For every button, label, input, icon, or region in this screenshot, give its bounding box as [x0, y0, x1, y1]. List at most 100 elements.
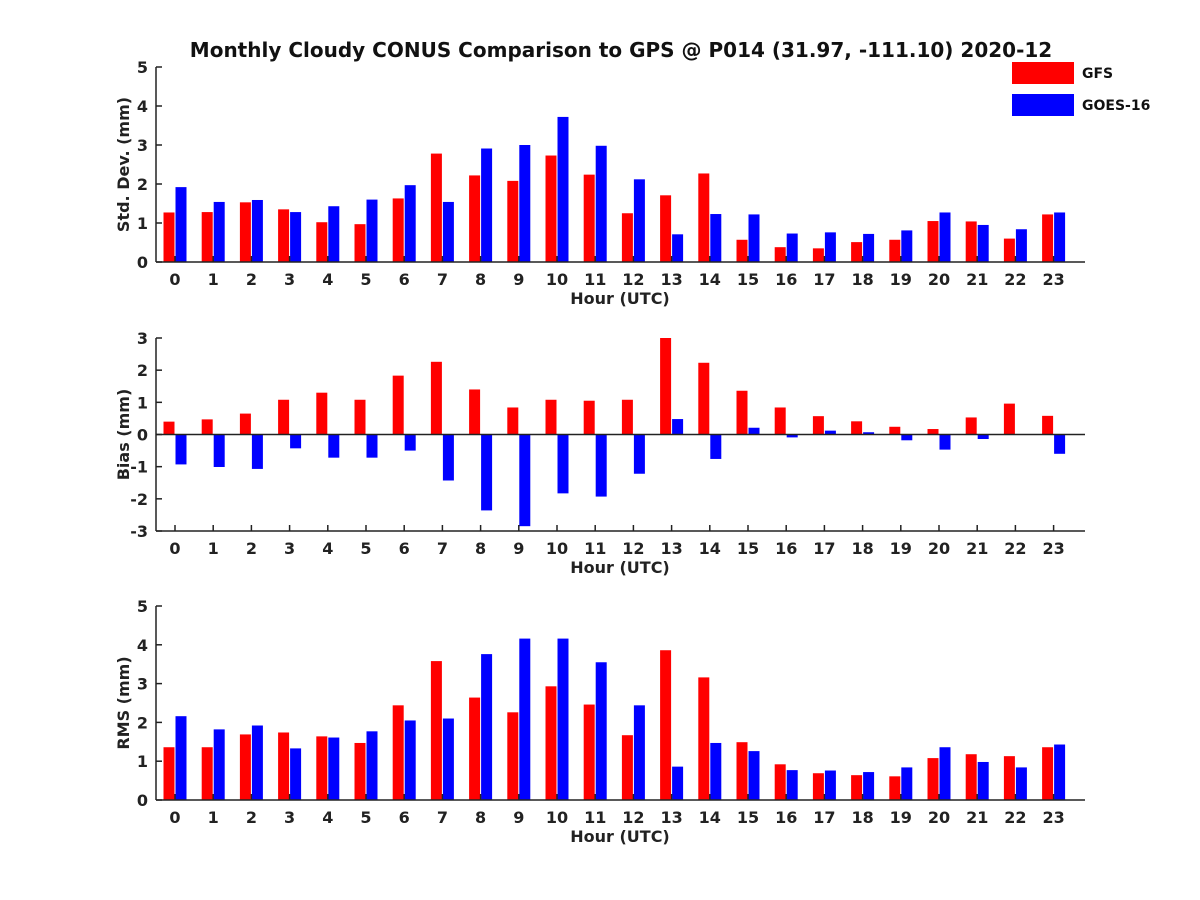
- bar-gfs-4: [316, 222, 328, 262]
- x-tick-label: 0: [169, 539, 180, 558]
- bar-goes-16-6: [404, 434, 416, 451]
- bar-gfs-1: [201, 212, 213, 262]
- x-tick-label: 12: [622, 808, 644, 827]
- x-tick-label: 15: [737, 539, 759, 558]
- bar-goes-16-13: [672, 419, 684, 435]
- bar-gfs-12: [621, 399, 633, 435]
- x-tick-label: 19: [890, 270, 912, 289]
- bar-goes-16-21: [977, 224, 989, 262]
- x-tick-label: 12: [622, 539, 644, 558]
- bar-goes-16-21: [977, 434, 989, 440]
- x-tick-label: 6: [399, 270, 410, 289]
- bar-gfs-8: [469, 175, 481, 262]
- bar-gfs-23: [1042, 415, 1054, 435]
- x-tick-label: 23: [1042, 270, 1064, 289]
- y-tick-label: 4: [137, 636, 148, 655]
- bar-gfs-7: [430, 661, 442, 800]
- x-tick-label: 6: [399, 808, 410, 827]
- bar-gfs-3: [278, 732, 290, 800]
- x-tick-label: 10: [546, 808, 568, 827]
- bar-goes-16-10: [557, 638, 569, 800]
- x-tick-label: 0: [169, 270, 180, 289]
- bar-gfs-0: [163, 212, 175, 262]
- bar-gfs-23: [1042, 214, 1054, 262]
- bar-goes-16-1: [213, 201, 225, 262]
- x-axis-label: Hour (UTC): [570, 558, 670, 577]
- bar-gfs-22: [1003, 756, 1015, 800]
- bar-goes-16-19: [901, 434, 913, 441]
- bar-goes-16-10: [557, 434, 569, 494]
- bar-goes-16-8: [481, 148, 493, 262]
- bar-goes-16-3: [290, 748, 302, 800]
- bar-goes-16-20: [939, 747, 951, 800]
- y-tick-label: 1: [137, 214, 148, 233]
- x-tick-label: 14: [699, 808, 721, 827]
- x-tick-label: 8: [475, 539, 486, 558]
- y-tick-label: 3: [137, 136, 148, 155]
- x-tick-label: 22: [1004, 539, 1026, 558]
- x-tick-label: 11: [584, 270, 606, 289]
- bar-goes-16-13: [672, 766, 684, 800]
- x-tick-label: 13: [660, 539, 682, 558]
- x-tick-label: 18: [851, 270, 873, 289]
- x-tick-label: 9: [513, 808, 524, 827]
- x-tick-label: 3: [284, 808, 295, 827]
- y-tick-label: 2: [137, 361, 148, 380]
- x-tick-label: 12: [622, 270, 644, 289]
- bar-gfs-17: [812, 773, 824, 800]
- bar-gfs-22: [1003, 238, 1015, 262]
- x-tick-label: 0: [169, 808, 180, 827]
- bar-gfs-7: [430, 153, 442, 262]
- x-tick-label: 15: [737, 808, 759, 827]
- x-tick-label: 7: [437, 808, 448, 827]
- bar-gfs-20: [927, 758, 939, 800]
- bar-goes-16-9: [519, 638, 531, 800]
- bar-gfs-21: [965, 221, 977, 262]
- bar-gfs-21: [965, 754, 977, 800]
- x-tick-label: 4: [322, 539, 333, 558]
- bar-goes-16-19: [901, 767, 913, 800]
- bar-goes-16-0: [175, 434, 187, 465]
- y-tick-label: 3: [137, 329, 148, 348]
- bar-goes-16-16: [786, 233, 798, 262]
- y-tick-label: 5: [137, 58, 148, 77]
- bar-goes-16-22: [1015, 767, 1027, 800]
- bar-goes-16-18: [863, 432, 875, 435]
- bar-goes-16-17: [824, 770, 836, 800]
- x-tick-label: 9: [513, 270, 524, 289]
- x-tick-label: 18: [851, 808, 873, 827]
- bar-gfs-18: [851, 775, 863, 800]
- y-tick-label: -3: [130, 522, 148, 541]
- bar-gfs-19: [889, 239, 901, 262]
- bar-goes-16-4: [328, 737, 340, 800]
- bar-gfs-13: [660, 650, 672, 800]
- bar-gfs-2: [239, 202, 251, 262]
- x-tick-label: 7: [437, 539, 448, 558]
- legend-label: GFS: [1082, 66, 1113, 82]
- bar-goes-16-2: [251, 434, 263, 469]
- bar-gfs-21: [965, 417, 977, 435]
- y-tick-label: 0: [137, 426, 148, 445]
- bar-goes-16-14: [710, 742, 722, 800]
- bar-gfs-17: [812, 416, 824, 435]
- bar-goes-16-8: [481, 654, 493, 800]
- bar-goes-16-21: [977, 761, 989, 800]
- y-axis-label: RMS (mm): [114, 656, 133, 749]
- bar-gfs-20: [927, 429, 939, 435]
- bar-goes-16-4: [328, 434, 340, 458]
- y-tick-label: 1: [137, 393, 148, 412]
- x-tick-label: 9: [513, 539, 524, 558]
- bar-gfs-18: [851, 242, 863, 262]
- bar-goes-16-19: [901, 230, 913, 262]
- y-tick-label: 2: [137, 713, 148, 732]
- bar-goes-16-3: [290, 212, 302, 262]
- x-tick-label: 17: [813, 808, 835, 827]
- bar-gfs-8: [469, 697, 481, 800]
- bar-gfs-6: [392, 375, 404, 435]
- x-tick-label: 20: [928, 539, 950, 558]
- bar-goes-16-0: [175, 716, 187, 800]
- x-tick-label: 1: [208, 808, 219, 827]
- y-tick-label: 0: [137, 791, 148, 810]
- x-tick-label: 5: [360, 539, 371, 558]
